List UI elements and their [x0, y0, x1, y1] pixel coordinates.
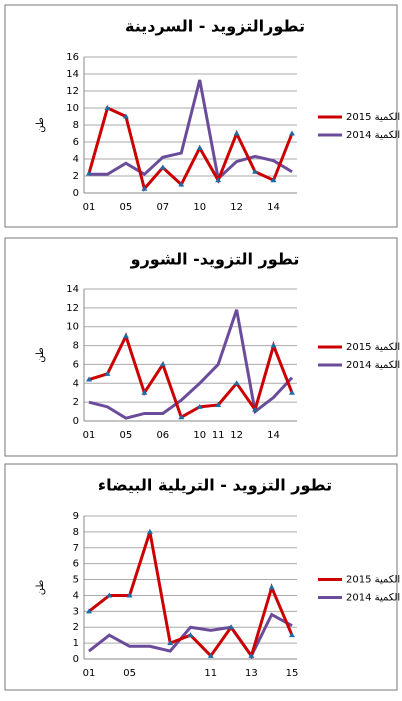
x-tick-label: 01 — [83, 202, 96, 213]
y-tick-label: 1 — [73, 638, 79, 649]
x-tick-label: 12 — [230, 202, 243, 213]
panel — [4, 463, 398, 691]
marker — [196, 403, 203, 409]
y-tick-label: 8 — [73, 120, 79, 131]
legend-label: الكمية 2015 — [346, 112, 400, 123]
marker — [122, 333, 129, 339]
marker — [187, 632, 194, 638]
y-tick-label: 7 — [73, 543, 79, 554]
y-axis-label: طن — [35, 580, 46, 596]
marker — [196, 144, 203, 150]
marker — [178, 414, 185, 420]
marker — [86, 376, 92, 382]
marker — [215, 177, 222, 183]
legend-label: الكمية 2015 — [346, 342, 400, 353]
marker — [126, 592, 133, 598]
x-tick-label: 12 — [230, 430, 243, 441]
marker — [86, 608, 92, 614]
x-tick-label: 11 — [204, 668, 217, 679]
y-axis-label: طن — [35, 347, 46, 363]
y-tick-label: 2 — [73, 397, 79, 408]
y-tick-label: 2 — [73, 171, 79, 182]
y-tick-label: 0 — [73, 188, 79, 199]
marker — [122, 113, 129, 119]
chart-title: تطور التزويد - التريلية البيضاء — [98, 476, 332, 495]
marker — [86, 170, 92, 176]
marker — [289, 632, 295, 638]
y-tick-label: 2 — [73, 622, 79, 633]
y-tick-label: 10 — [66, 103, 79, 114]
marker — [233, 380, 240, 386]
marker — [159, 361, 166, 367]
marker — [141, 389, 148, 395]
x-tick-label: 15 — [286, 668, 299, 679]
y-tick-label: 4 — [73, 378, 79, 389]
x-tick-label: 01 — [83, 430, 96, 441]
marker — [167, 640, 174, 646]
y-tick-label: 4 — [73, 154, 79, 165]
y-tick-label: 14 — [66, 284, 79, 295]
y-tick-label: 9 — [73, 511, 79, 522]
series-line — [88, 309, 294, 420]
x-tick-label: 07 — [156, 202, 169, 213]
y-tick-label: 6 — [73, 137, 79, 148]
marker — [252, 168, 259, 174]
marker — [207, 652, 214, 658]
marker — [159, 164, 166, 170]
x-tick-label: 10 — [193, 430, 206, 441]
series-line — [87, 105, 294, 192]
x-tick-label: 01 — [83, 668, 96, 679]
chart-title: تطورالتزويد - السردينة — [125, 17, 305, 36]
marker — [268, 584, 275, 590]
chart-title: تطور التزويد- الشورو — [130, 250, 300, 269]
y-tick-label: 10 — [66, 322, 79, 333]
y-tick-label: 3 — [73, 606, 79, 617]
x-tick-label: 05 — [120, 430, 133, 441]
y-tick-label: 14 — [66, 69, 79, 80]
marker — [146, 528, 153, 534]
x-tick-label: 14 — [267, 430, 280, 441]
x-tick-label: 13 — [245, 668, 258, 679]
y-tick-label: 6 — [73, 359, 79, 370]
marker — [289, 130, 295, 136]
legend-label: الكمية 2014 — [346, 130, 400, 141]
y-tick-label: 8 — [73, 341, 79, 352]
marker — [141, 185, 148, 191]
x-tick-label: 10 — [193, 202, 206, 213]
x-tick-label: 14 — [267, 202, 280, 213]
marker — [270, 342, 277, 348]
x-tick-label: 06 — [156, 430, 169, 441]
x-tick-label: 05 — [123, 668, 136, 679]
y-tick-label: 12 — [66, 86, 79, 97]
marker — [252, 406, 259, 412]
marker — [228, 624, 235, 630]
y-tick-label: 5 — [73, 575, 79, 586]
series-line — [89, 79, 293, 182]
marker — [104, 370, 111, 376]
y-axis-label: طن — [35, 117, 46, 133]
series-line — [88, 332, 294, 420]
marker — [233, 130, 240, 136]
marker — [106, 592, 113, 598]
marker — [178, 181, 185, 187]
y-tick-label: 16 — [66, 52, 79, 63]
x-tick-label: 05 — [120, 202, 133, 213]
y-tick-label: 0 — [73, 416, 79, 427]
marker — [270, 177, 277, 183]
marker — [215, 401, 222, 407]
y-tick-label: 6 — [73, 559, 79, 570]
y-tick-label: 12 — [66, 303, 79, 314]
series-line — [88, 612, 293, 659]
marker — [289, 389, 295, 395]
marker — [248, 652, 255, 658]
legend-label: الكمية 2014 — [346, 360, 400, 371]
marker — [104, 105, 111, 110]
y-tick-label: 8 — [73, 527, 79, 538]
y-tick-label: 0 — [73, 654, 79, 665]
x-tick-label: 11 — [212, 430, 225, 441]
legend-label: الكمية 2014 — [346, 593, 400, 604]
legend-label: الكمية 2015 — [346, 575, 400, 586]
y-tick-label: 4 — [73, 590, 79, 601]
